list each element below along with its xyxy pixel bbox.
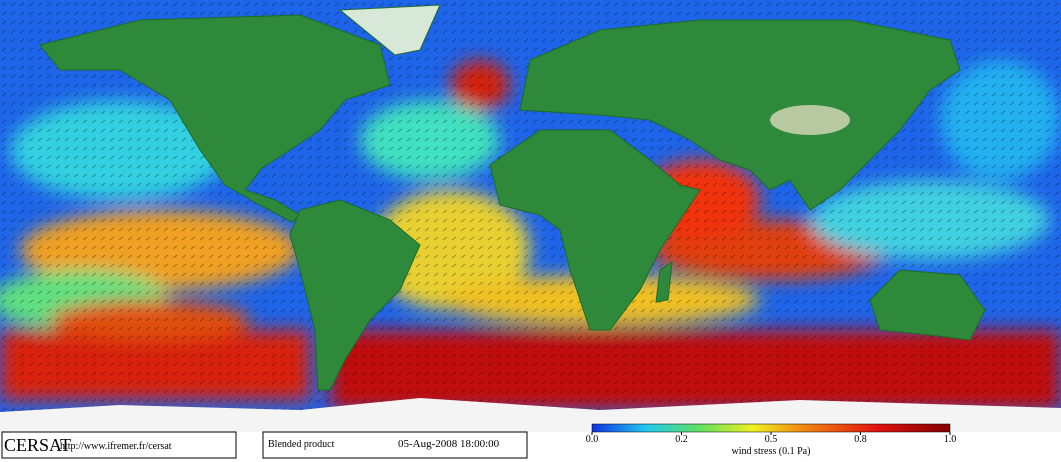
south-america <box>289 199 421 391</box>
logo-box <box>1 431 237 459</box>
colorbar-tick-label: 1.0 <box>944 434 957 445</box>
date: 05-Aug-2008 18:00:00 <box>398 438 500 450</box>
product: Blended product <box>268 439 335 450</box>
antarctica <box>0 398 1061 432</box>
logo: CERSAT <box>4 435 71 455</box>
eurasia <box>519 19 961 211</box>
colorbar-tick-label: 0.2 <box>675 434 688 445</box>
colorbar-tick-label: 0.8 <box>854 434 867 445</box>
colorbar <box>591 423 951 433</box>
greenland <box>338 4 441 56</box>
colorbar-tick-label: 0.5 <box>765 434 778 445</box>
plateau <box>770 105 850 135</box>
madagascar <box>655 260 673 303</box>
colorbar-tick-label: 0.0 <box>586 434 599 445</box>
product-box <box>262 431 528 459</box>
url: http://www.ifremer.fr/cersat <box>60 441 172 452</box>
colorbar-label: wind stress (0.1 Pa) <box>732 446 811 457</box>
land <box>39 4 986 391</box>
colorbar-ticks: 0.0 0.2 0.5 0.8 1.0 <box>586 432 957 445</box>
africa <box>489 129 701 331</box>
north-america <box>39 14 391 223</box>
australia <box>869 269 986 341</box>
